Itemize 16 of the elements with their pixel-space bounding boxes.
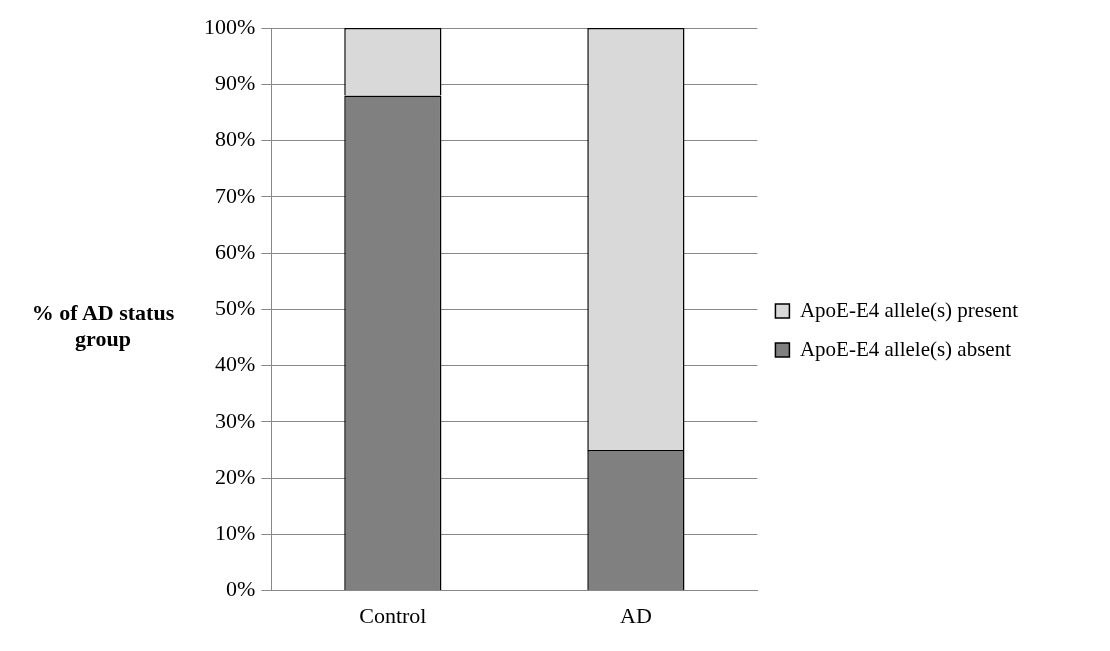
y-tick-label: 0% <box>226 576 256 602</box>
y-tick-label: 100% <box>204 13 256 39</box>
y-tick-label: 10% <box>215 520 256 546</box>
y-tick-label: 20% <box>215 463 256 489</box>
y-tick-label: 50% <box>215 295 256 321</box>
x-tick-label: Control <box>359 602 427 628</box>
y-tick-label: 90% <box>215 70 256 96</box>
legend-label: ApoE-E4 allele(s) present <box>799 297 1019 322</box>
y-tick-label: 40% <box>215 351 256 377</box>
legend-label: ApoE-E4 allele(s) absent <box>799 336 1012 361</box>
y-tick-label: 70% <box>215 182 256 208</box>
y-tick-label: 80% <box>215 126 256 152</box>
y-axis-title: % of AD status group <box>30 299 176 352</box>
y-tick-label: 60% <box>215 238 256 264</box>
x-tick-label: AD <box>620 602 652 628</box>
y-tick-label: 30% <box>215 407 256 433</box>
